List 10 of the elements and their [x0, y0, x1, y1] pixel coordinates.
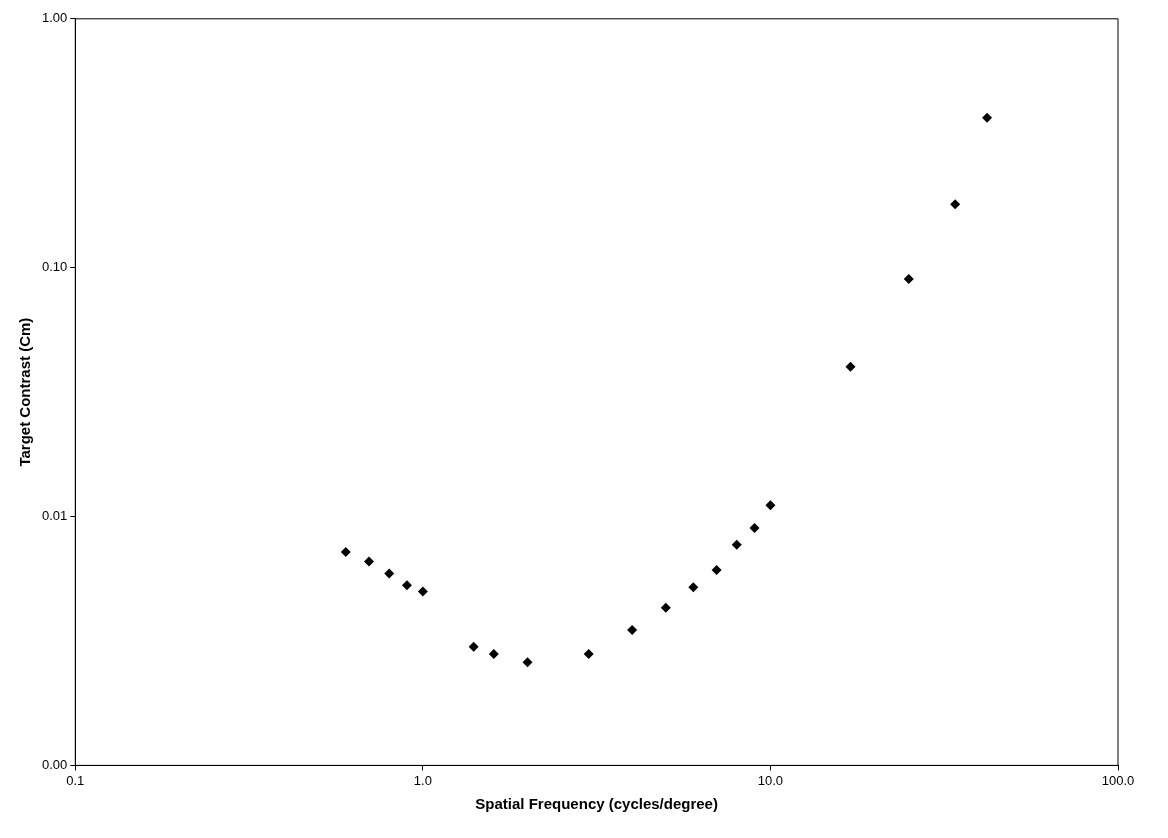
y-tick-label: 0.01 [41, 508, 68, 524]
x-axis-title: Spatial Frequency (cycles/degree) [475, 795, 718, 813]
y-tick-label: 1.00 [41, 10, 68, 26]
y-axis-title: Target Contrast (Cm) [16, 317, 34, 467]
x-tick-label: 1.0 [413, 772, 432, 788]
x-tick-label: 10.0 [757, 772, 784, 788]
x-tick-label: 0.1 [66, 772, 85, 788]
y-tick-label: 0.10 [41, 259, 68, 275]
y-tick-label: 0.00 [41, 756, 68, 772]
x-tick-label: 100.0 [1101, 772, 1135, 788]
